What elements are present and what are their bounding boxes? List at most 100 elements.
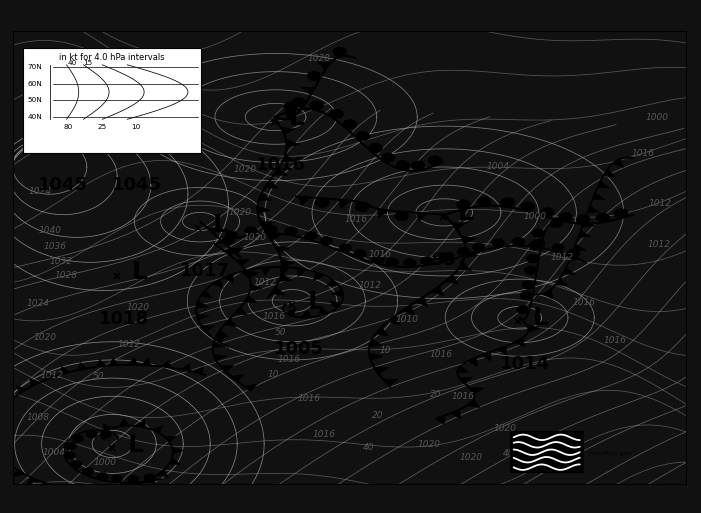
Polygon shape [45,371,53,380]
Polygon shape [461,236,476,244]
Text: 1024: 1024 [28,187,51,196]
Polygon shape [297,268,308,277]
Polygon shape [445,275,458,285]
Text: 1016: 1016 [313,430,336,439]
Polygon shape [416,213,428,222]
Text: 1012: 1012 [648,199,672,208]
Polygon shape [284,308,297,317]
Text: 1016: 1016 [278,356,301,364]
Text: 1024: 1024 [160,135,182,144]
Polygon shape [331,290,343,297]
Circle shape [456,200,470,209]
Circle shape [386,258,399,266]
Text: 1016: 1016 [298,394,321,403]
Circle shape [421,256,433,265]
Polygon shape [13,469,24,477]
Polygon shape [563,267,576,274]
Circle shape [411,161,425,170]
Polygon shape [250,284,263,291]
Polygon shape [109,358,118,366]
Polygon shape [245,295,257,303]
Circle shape [517,305,529,314]
Text: 1016: 1016 [451,392,475,401]
Text: 1032: 1032 [50,257,73,266]
Polygon shape [97,490,107,498]
Polygon shape [60,366,69,374]
Polygon shape [515,338,525,347]
Polygon shape [377,209,388,218]
Polygon shape [158,470,169,478]
Polygon shape [482,352,491,361]
Circle shape [304,231,318,240]
Circle shape [550,219,563,228]
Polygon shape [196,301,208,308]
Circle shape [245,227,257,235]
Polygon shape [468,400,480,408]
Polygon shape [113,488,123,496]
Circle shape [355,202,369,212]
Text: 1012: 1012 [117,340,140,348]
Circle shape [428,155,442,165]
Polygon shape [317,61,331,70]
Polygon shape [587,206,600,213]
Text: 1005: 1005 [274,340,325,358]
Circle shape [552,243,564,252]
Circle shape [396,160,410,170]
Polygon shape [369,339,383,346]
Text: 1016: 1016 [429,349,452,359]
Text: 1018: 1018 [99,310,149,328]
Circle shape [128,475,139,483]
Polygon shape [573,244,586,251]
Text: 997: 997 [431,251,468,269]
Text: 1012: 1012 [40,371,63,380]
Text: 1040: 1040 [39,226,61,235]
Text: 1020: 1020 [494,424,517,432]
Text: 1024: 1024 [27,299,50,308]
Polygon shape [301,309,312,318]
Text: 1020: 1020 [537,439,560,447]
Circle shape [64,451,76,459]
Polygon shape [280,127,296,134]
Polygon shape [260,267,271,275]
Text: H: H [72,126,92,150]
Polygon shape [236,259,250,266]
Circle shape [320,236,333,245]
Circle shape [524,266,537,274]
Circle shape [512,237,524,246]
Polygon shape [224,319,237,327]
Text: 40N: 40N [27,114,42,120]
Text: 25: 25 [97,124,107,130]
Circle shape [329,109,343,119]
Text: 10: 10 [379,346,390,355]
Circle shape [97,472,108,480]
Text: 40: 40 [503,449,514,459]
Polygon shape [528,325,540,332]
Circle shape [264,225,278,233]
Polygon shape [16,385,27,393]
Polygon shape [78,362,87,370]
Polygon shape [468,357,477,366]
Polygon shape [201,326,215,332]
Text: L: L [458,201,474,225]
Polygon shape [283,154,297,162]
Circle shape [82,468,94,476]
Polygon shape [103,423,113,432]
Circle shape [395,211,409,221]
Polygon shape [151,426,163,433]
Text: 1004: 1004 [43,448,66,457]
Polygon shape [200,290,212,298]
Circle shape [292,97,306,107]
Text: 1014: 1014 [500,356,550,373]
Text: 40: 40 [67,61,76,66]
Circle shape [144,473,156,481]
Polygon shape [279,273,293,281]
Circle shape [333,47,347,56]
Circle shape [372,255,385,264]
Text: metoffice.gov: metoffice.gov [589,451,632,456]
Polygon shape [285,110,297,120]
Text: 1036: 1036 [43,242,67,251]
Polygon shape [313,272,325,281]
Polygon shape [416,297,428,306]
Text: 50N: 50N [27,97,42,103]
Text: 1016: 1016 [573,298,596,307]
